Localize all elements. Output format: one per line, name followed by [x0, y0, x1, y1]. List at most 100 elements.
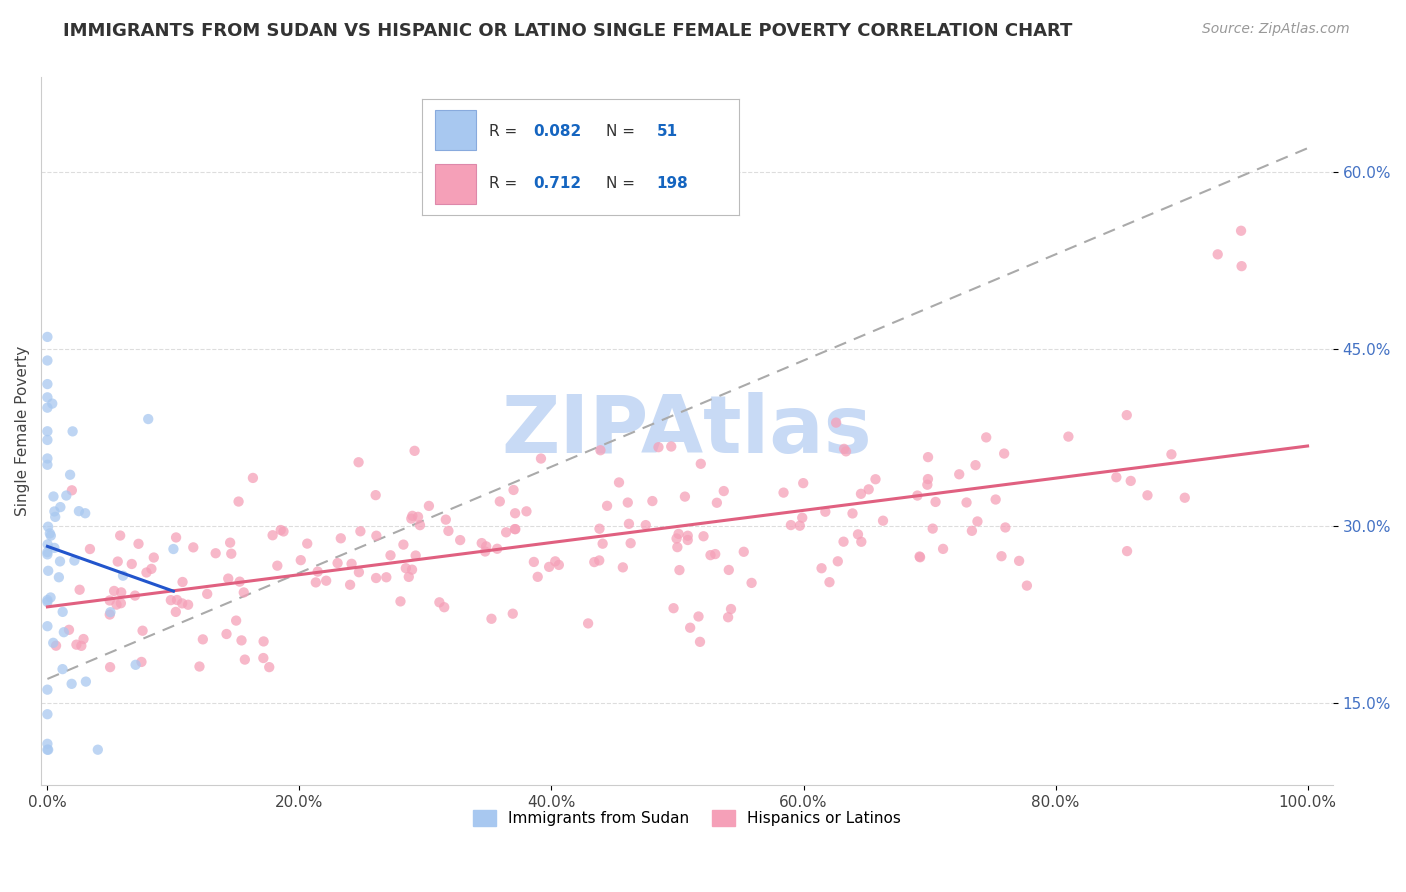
Point: [37, 401, 59, 415]
Point: [45, 639, 67, 653]
Point: [162, 541, 184, 556]
Point: [181, 541, 204, 555]
Point: [98, 607, 121, 622]
Point: [832, 534, 855, 549]
Point: [620, 536, 643, 550]
Point: [67, 504, 90, 518]
Point: [689, 635, 711, 649]
Point: [70, 639, 93, 653]
Point: [364, 571, 387, 585]
Point: [75, 506, 97, 520]
Point: [172, 596, 194, 610]
Point: [688, 609, 710, 624]
Point: [576, 616, 599, 631]
Point: [641, 494, 664, 508]
Point: [37, 742, 59, 756]
Point: [60, 483, 83, 498]
Point: [297, 536, 319, 550]
Point: [273, 524, 295, 539]
Point: [37, 433, 59, 447]
Text: Source: ZipAtlas.com: Source: ZipAtlas.com: [1202, 22, 1350, 37]
Point: [741, 575, 763, 590]
Point: [37, 682, 59, 697]
Point: [98, 660, 121, 674]
Point: [547, 558, 569, 572]
Point: [231, 633, 253, 648]
Point: [55, 489, 77, 503]
Point: [433, 600, 456, 615]
Point: [105, 598, 128, 612]
Point: [1119, 474, 1142, 488]
Point: [349, 524, 371, 539]
Point: [429, 595, 451, 609]
Point: [437, 524, 460, 538]
Point: [219, 535, 242, 549]
Point: [588, 553, 610, 567]
Point: [993, 446, 1015, 460]
Point: [474, 544, 496, 558]
Point: [75, 674, 97, 689]
Point: [37, 742, 59, 756]
Point: [366, 529, 388, 543]
Point: [872, 514, 894, 528]
Point: [905, 489, 928, 503]
Point: [131, 624, 153, 638]
Point: [917, 450, 939, 464]
Point: [37, 519, 59, 533]
Point: [340, 557, 363, 571]
Point: [110, 596, 132, 610]
Point: [692, 529, 714, 543]
Point: [37, 593, 59, 607]
Point: [228, 494, 250, 508]
Point: [63, 553, 86, 567]
Point: [108, 528, 131, 542]
Point: [204, 546, 226, 560]
Point: [270, 523, 292, 537]
Point: [810, 561, 832, 575]
Point: [69, 582, 91, 597]
Point: [704, 547, 727, 561]
Point: [141, 562, 163, 576]
Point: [917, 472, 939, 486]
Point: [37, 737, 59, 751]
Point: [160, 593, 183, 607]
Point: [530, 451, 553, 466]
Point: [592, 537, 614, 551]
Point: [392, 538, 415, 552]
Point: [233, 652, 256, 666]
Point: [676, 533, 699, 547]
Point: [103, 584, 125, 599]
Point: [49, 500, 72, 514]
Point: [588, 522, 610, 536]
Point: [38, 526, 60, 541]
Point: [232, 585, 254, 599]
Point: [401, 511, 423, 525]
Point: [195, 587, 218, 601]
Point: [858, 483, 880, 497]
Point: [1136, 488, 1159, 502]
Point: [37, 707, 59, 722]
Point: [42, 636, 65, 650]
Point: [409, 518, 432, 533]
Point: [111, 568, 134, 582]
Point: [1115, 408, 1137, 422]
Point: [48, 570, 70, 584]
Point: [62, 425, 84, 439]
Point: [1230, 224, 1253, 238]
Point: [471, 536, 494, 550]
Point: [242, 471, 264, 485]
Point: [165, 605, 187, 619]
Point: [1206, 247, 1229, 261]
Point: [841, 507, 863, 521]
Point: [121, 557, 143, 571]
Point: [131, 655, 153, 669]
Point: [434, 513, 457, 527]
Point: [921, 522, 943, 536]
Point: [262, 528, 284, 542]
Point: [583, 555, 606, 569]
Point: [142, 550, 165, 565]
Point: [37, 548, 59, 562]
Point: [849, 487, 872, 501]
Point: [475, 540, 498, 554]
Point: [257, 660, 280, 674]
